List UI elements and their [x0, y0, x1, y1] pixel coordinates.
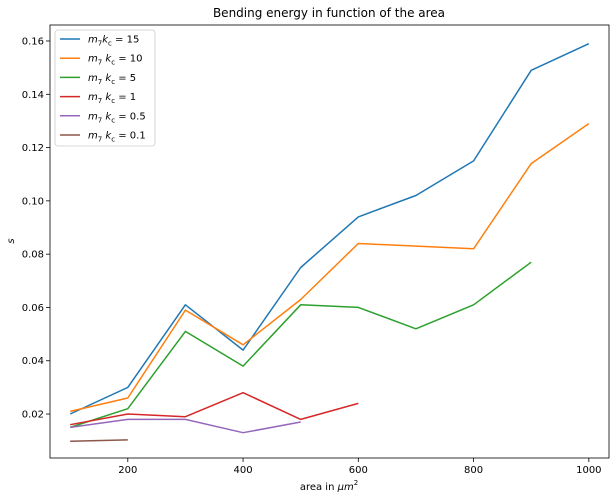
legend-label-part: k: [102, 73, 112, 84]
legend-label-part: c: [111, 78, 115, 86]
legend-label-5: m7 kc = 0.1: [88, 131, 146, 144]
legend-label-part: = 5: [115, 73, 136, 84]
x-tick-label: 1000: [576, 465, 601, 476]
x-tick-label: 800: [464, 465, 483, 476]
legend-label-part: k: [102, 92, 112, 103]
y-tick-label: 0.08: [22, 250, 44, 261]
legend-label-part: = 0.1: [115, 131, 146, 142]
legend-label-part: = 10: [115, 54, 142, 65]
x-tick-label: 400: [234, 465, 253, 476]
series-line-5: [70, 439, 128, 442]
legend-label-part: k: [102, 54, 112, 65]
legend-label-part: 7: [98, 59, 102, 67]
legend-label-4: m7 kc = 0.5: [88, 111, 146, 124]
legend-label-2: m7 kc = 5: [88, 73, 136, 86]
legend-label-part: 7: [98, 97, 102, 105]
legend-label-part: m: [88, 73, 98, 84]
x-axis-label-exp: 2: [354, 479, 358, 487]
x-axis: 200 400 600 800 1000: [118, 458, 602, 476]
y-tick-label: 0.10: [22, 196, 44, 207]
chart-title: Bending energy in function of the area: [213, 6, 445, 20]
legend-label-part: = 15: [112, 35, 139, 46]
legend-label-part: k: [102, 35, 109, 46]
legend-label-part: c: [111, 97, 115, 105]
x-axis-label: area in μm2: [300, 479, 358, 493]
legend-box: [54, 29, 156, 147]
legend-label-part: c: [108, 40, 112, 48]
legend-label-part: m: [88, 54, 98, 65]
series-line-2: [69, 261, 532, 429]
legend-label-part: c: [111, 116, 115, 124]
legend-label-3: m7 kc = 1: [88, 92, 136, 105]
x-axis-label-unit: μm: [337, 482, 354, 493]
legend-label-part: 7: [98, 136, 102, 144]
y-axis: 0.02 0.04 0.06 0.08 0.10 0.12 0.14 0.16: [22, 36, 50, 421]
legend-label-part: 7: [98, 78, 102, 86]
legend-label-part: = 0.5: [115, 111, 146, 122]
legend-label-part: m: [88, 35, 98, 46]
series-line-1: [70, 122, 590, 413]
series-line-0: [69, 43, 590, 415]
legend-label-part: k: [102, 131, 112, 142]
legend-label-part: m: [88, 111, 98, 122]
legend-label-part: m: [88, 131, 98, 142]
plot-area: [49, 24, 610, 459]
y-tick-label: 0.12: [22, 143, 44, 154]
legend-label-0: m7kc = 15: [88, 35, 139, 48]
y-tick-label: 0.16: [22, 36, 44, 47]
legend-label-part: 7: [98, 116, 102, 124]
y-tick-label: 0.14: [22, 90, 44, 101]
legend-label-part: = 1: [115, 92, 136, 103]
legend-label-part: c: [111, 136, 115, 144]
legend-label-part: k: [102, 111, 112, 122]
legend-label-part: m: [88, 92, 98, 103]
y-tick-label: 0.04: [22, 356, 44, 367]
legend-label-1: m7 kc = 10: [88, 54, 143, 67]
series-lines: [69, 43, 590, 442]
x-axis-label-text: area in: [300, 482, 338, 493]
series-line-3: [70, 391, 359, 426]
legend-label-part: c: [111, 59, 115, 67]
legend-label-part: 7: [98, 40, 102, 48]
series-line-4: [70, 418, 301, 434]
y-tick-label: 0.06: [22, 303, 44, 314]
x-tick-label: 600: [349, 465, 368, 476]
x-tick-label: 200: [118, 465, 137, 476]
y-axis-label: s: [6, 238, 17, 243]
y-tick-label: 0.02: [22, 410, 44, 421]
